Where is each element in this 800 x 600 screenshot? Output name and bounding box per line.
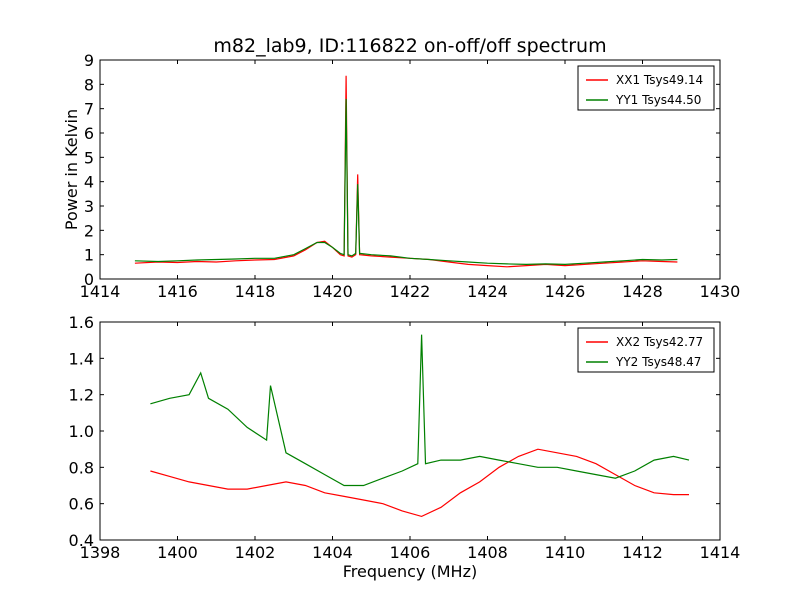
x-tick-label: 1420	[312, 282, 353, 301]
x-tick-label: 1418	[235, 282, 276, 301]
legend: XX2 Tsys42.77 YY2 Tsys48.47	[577, 327, 715, 373]
x-tick-label: 1398	[80, 543, 121, 562]
y-tick-label: 9	[84, 51, 94, 70]
x-tick-label: 1430	[700, 282, 741, 301]
x-tick-label: 1422	[390, 282, 431, 301]
x-tick-label: 1414	[700, 543, 741, 562]
x-tick-label: 1414	[80, 282, 121, 301]
y-tick-label: 7	[84, 100, 94, 119]
y-tick-label: 6	[84, 124, 94, 143]
legend-box	[577, 327, 715, 373]
y-tick-label: 2	[84, 221, 94, 240]
y-tick-label: 1.4	[69, 349, 94, 368]
y-tick-label: 3	[84, 197, 94, 216]
legend-label-1: XX2 Tsys42.77	[616, 335, 703, 349]
x-tick-label: 1428	[622, 282, 663, 301]
legend-box	[577, 65, 715, 111]
x-tick-label: 1410	[545, 543, 586, 562]
y-tick-label: 1	[84, 246, 94, 265]
y-tick-label: 0.6	[69, 495, 94, 514]
plot-2: 1398 1400 1402 1404 1406 1408 1410 1412 1414 0.4 0…	[69, 313, 741, 581]
x-tick-label: 1402	[235, 543, 276, 562]
legend: XX1 Tsys49.14 YY1 Tsys44.50	[577, 65, 715, 111]
chart-title: m82_lab9, ID:116822 on-off/off spectrum	[213, 35, 606, 57]
plot-1: 1414 1416 1418 1420 1422 1424 1426 1428 1430 0 1 2 3…	[62, 35, 740, 301]
y-tick-label: 8	[84, 75, 94, 94]
y-tick-label: 5	[84, 148, 94, 167]
y-tick-label: 0.8	[69, 458, 94, 477]
y-tick-label: 1.6	[69, 313, 94, 332]
legend-label-2: YY1 Tsys44.50	[615, 93, 701, 107]
y-tick-label: 1.0	[69, 422, 94, 441]
series-line-2	[134, 98, 678, 266]
legend-label-1: XX1 Tsys49.14	[616, 73, 703, 87]
y-tick-label: 0.4	[69, 531, 94, 550]
y-axis-label: Power in Kelvin	[62, 109, 81, 230]
x-tick-label: 1424	[467, 282, 508, 301]
x-tick-label: 1426	[545, 282, 586, 301]
x-tick-label: 1400	[157, 543, 198, 562]
x-axis-label: Frequency (MHz)	[343, 562, 477, 581]
x-tick-label: 1406	[390, 543, 431, 562]
x-tick-label: 1412	[622, 543, 663, 562]
series-line-2	[150, 334, 690, 487]
y-tick-label: 1.2	[69, 386, 94, 405]
x-tick-label: 1408	[467, 543, 508, 562]
series-line-1	[150, 448, 689, 518]
legend-label-2: YY2 Tsys48.47	[615, 355, 701, 369]
y-tick-label: 4	[84, 173, 94, 192]
x-tick-label: 1416	[157, 282, 198, 301]
x-tick-label: 1404	[312, 543, 353, 562]
y-tick-label: 0	[84, 270, 94, 289]
